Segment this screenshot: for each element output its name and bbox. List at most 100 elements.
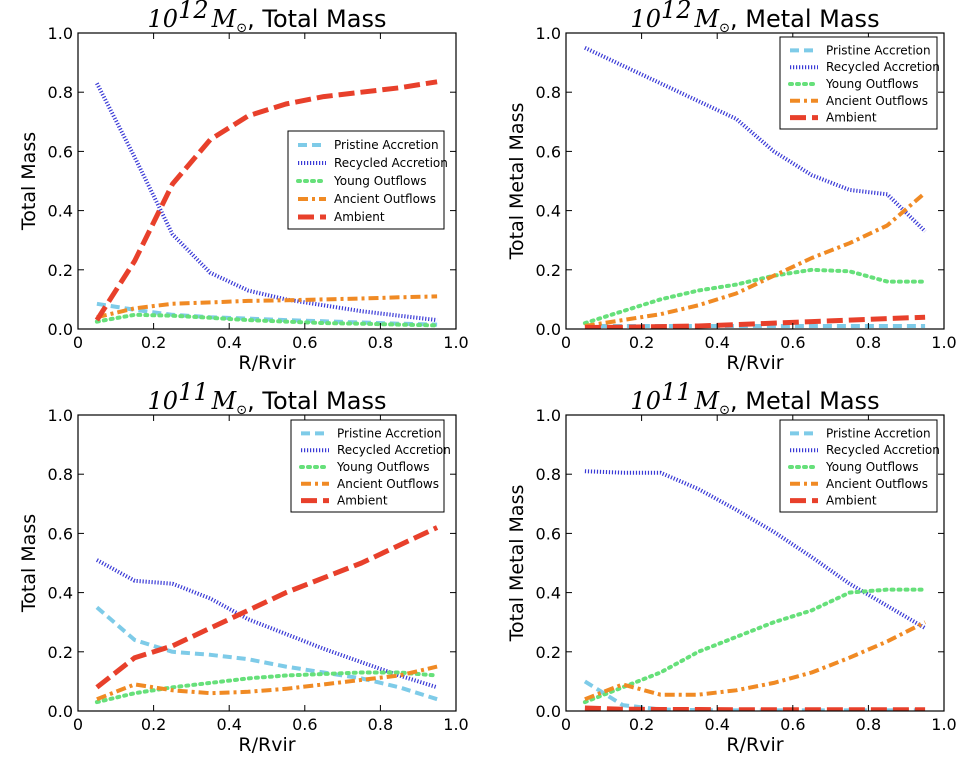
legend-label: Pristine Accretion [826, 426, 931, 440]
x-axis-label: R/Rvir [726, 734, 783, 756]
series-line-young-outflows [582, 267, 928, 326]
x-tick-label: 0.6 [292, 715, 317, 734]
x-tick-label: 1.0 [443, 715, 468, 734]
title-text: , Total Mass [247, 387, 386, 415]
legend-label: Young Outflows [333, 174, 426, 188]
x-axis-label: R/Rvir [238, 352, 295, 374]
legend: Pristine Accretion Recycled Accretion Youn… [290, 419, 451, 513]
legend-label: Ancient Outflows [826, 477, 928, 491]
title-symbol: M [211, 5, 238, 33]
legend-label: Pristine Accretion [337, 426, 442, 440]
x-tick-label: 0 [561, 715, 571, 734]
x-tick-label: 0.6 [780, 715, 805, 734]
y-axis-label: Total Metal Mass [506, 485, 528, 643]
y-tick-label: 0.8 [536, 465, 561, 484]
y-tick-label: 0.8 [48, 465, 73, 484]
legend-label: Recycled Accretion [826, 60, 940, 74]
x-tick-label: 0.4 [704, 715, 729, 734]
y-tick-label: 0.8 [48, 83, 73, 102]
title-text: , Metal Mass [730, 5, 880, 33]
y-tick-label: 0.4 [536, 584, 561, 603]
title-sun-symbol: ⊙ [236, 403, 247, 418]
legend-label: Young Outflows [825, 77, 918, 91]
y-tick-label: 1.0 [536, 24, 561, 43]
title-symbol: M [694, 387, 721, 415]
axes-frame [77, 32, 457, 330]
y-axis-label: Total Mass [18, 514, 40, 613]
chart-panel-3: 0 0.2 0.4 0.6 0.8 1.0 0.0 0.2 0.4 0.6 0.8 1.0 R/Rvir… [18, 378, 469, 756]
y-tick-label: 0.2 [536, 261, 561, 280]
y-tick-label: 0.4 [48, 584, 73, 603]
series-line-ambient [94, 79, 438, 322]
legend-label: Ambient [826, 494, 877, 508]
x-axis-label: R/Rvir [238, 734, 295, 756]
chart-title: 1012 M⊙, Metal Mass [630, 0, 879, 36]
series-line-ancient-outflows [584, 191, 927, 328]
y-tick-label: 0.4 [48, 202, 73, 221]
y-tick-label: 0.6 [48, 524, 73, 543]
x-tick-label: 0.2 [629, 715, 654, 734]
y-tick-label: 0.0 [48, 320, 73, 339]
y-tick-label: 1.0 [48, 24, 73, 43]
legend: Pristine Accretion Recycled Accretion Youn… [779, 419, 940, 513]
legend-label: Ambient [826, 111, 877, 125]
x-tick-label: 1.0 [931, 333, 956, 352]
x-axis-label: R/Rvir [726, 352, 783, 374]
legend-label: Ancient Outflows [337, 477, 439, 491]
title-text: , Total Mass [247, 5, 386, 33]
series-line-pristine-accretion [95, 605, 438, 702]
title-sun-symbol: ⊙ [719, 21, 730, 36]
series-line-ancient-outflows [96, 294, 438, 320]
title-sun-symbol: ⊙ [236, 21, 247, 36]
y-tick-label: 0.0 [48, 702, 73, 721]
chart-title: 1012 M⊙, Total Mass [148, 0, 387, 36]
title-base: 10 [630, 5, 661, 33]
y-tick-label: 0.2 [48, 261, 73, 280]
legend-label: Recycled Accretion [334, 156, 448, 170]
axes-frame [77, 414, 457, 712]
chart-panel-2: 0 0.2 0.4 0.6 0.8 1.0 0.0 0.2 0.4 0.6 0.8 1.0 R/Rvir… [506, 0, 957, 374]
y-tick-label: 0.0 [536, 320, 561, 339]
legend-label: Pristine Accretion [826, 43, 931, 57]
legend-label: Ancient Outflows [826, 94, 928, 108]
chart-title: 1011 M⊙, Metal Mass [630, 378, 879, 418]
series-line-young-outflows [94, 670, 440, 705]
x-tick-label: 1.0 [931, 715, 956, 734]
x-tick-label: 0 [73, 333, 83, 352]
title-exponent: 12 [661, 0, 692, 24]
legend-label: Ambient [334, 210, 385, 224]
legend-label: Recycled Accretion [826, 443, 940, 457]
legend: Pristine Accretion Recycled Accretion Youn… [287, 130, 448, 230]
chart-title: 1011 M⊙, Total Mass [148, 378, 387, 418]
legend-label: Ancient Outflows [334, 192, 436, 206]
x-tick-label: 0.2 [629, 333, 654, 352]
chart-panel-4: 0 0.2 0.4 0.6 0.8 1.0 0.0 0.2 0.4 0.6 0.8 1.0 R/Rvir… [506, 378, 957, 756]
x-tick-label: 0.8 [856, 333, 881, 352]
x-tick-label: 0 [561, 333, 571, 352]
legend-label: Pristine Accretion [334, 138, 439, 152]
y-tick-label: 0.2 [48, 643, 73, 662]
title-symbol: M [694, 5, 721, 33]
x-tick-label: 0.6 [292, 333, 317, 352]
legend-label: Ambient [337, 494, 388, 508]
x-tick-label: 0.2 [141, 333, 166, 352]
x-tick-label: 0 [73, 715, 83, 734]
x-tick-label: 0.4 [704, 333, 729, 352]
title-text: , Metal Mass [730, 387, 880, 415]
y-tick-label: 1.0 [48, 406, 73, 425]
chart-panel-1: 0 0.2 0.4 0.6 0.8 1.0 0.0 0.2 0.4 0.6 0.8 1.0 R/Rvir… [18, 0, 469, 374]
series-line-ambient [95, 525, 439, 690]
y-tick-label: 0.8 [536, 83, 561, 102]
legend-label: Recycled Accretion [337, 443, 451, 457]
y-axis-label: Total Metal Mass [506, 103, 528, 261]
series-line-ambient [584, 705, 926, 711]
series-line-young-outflows [94, 312, 440, 328]
y-tick-label: 0.4 [536, 202, 561, 221]
title-exponent: 11 [178, 378, 209, 406]
series-group [94, 525, 440, 705]
series-line-young-outflows [582, 587, 928, 705]
series-line-recycled-accretion [584, 45, 927, 233]
x-tick-label: 0.4 [216, 715, 241, 734]
title-base: 10 [148, 387, 179, 415]
legend-label: Young Outflows [336, 460, 429, 474]
